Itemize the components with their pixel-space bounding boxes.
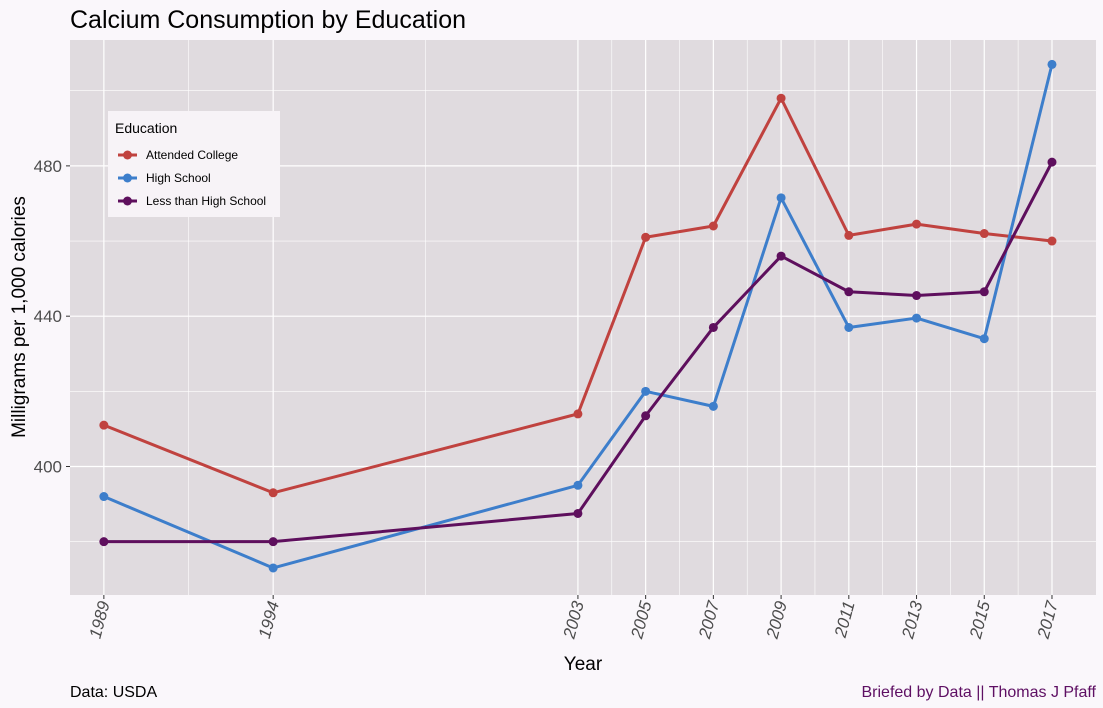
- data-point: [99, 537, 109, 547]
- data-point: [268, 563, 278, 573]
- data-point: [979, 334, 989, 344]
- data-point: [979, 229, 989, 239]
- y-tick-label: 440: [34, 307, 62, 326]
- y-axis: 400 440 480: [34, 157, 70, 476]
- y-tick-label: 400: [34, 457, 62, 476]
- data-point: [912, 313, 922, 323]
- x-axis: 1989 1994 2003 2005 2007 2009 2011 2013 2015 2017: [86, 595, 1062, 642]
- data-source: Data: USDA: [70, 684, 157, 701]
- series-line-0: [103, 96, 1053, 495]
- x-tick-label: 2011: [831, 599, 859, 640]
- legend-label: High School: [146, 171, 211, 185]
- legend: Education Attended College High School Les…: [108, 111, 280, 217]
- x-axis-title: Year: [564, 654, 603, 675]
- y-axis-title: Milligrams per 1,000 calories: [9, 196, 30, 438]
- legend-title: Education: [115, 120, 177, 136]
- x-tick-label: 2003: [559, 599, 588, 642]
- legend-key-point: [123, 150, 132, 160]
- data-point: [844, 230, 854, 240]
- legend-box: [108, 111, 280, 217]
- x-tick-label: 2013: [898, 599, 927, 642]
- x-tick-label: 1989: [86, 599, 114, 641]
- data-point: [776, 193, 786, 203]
- data-point: [912, 291, 922, 301]
- data-point: [776, 93, 786, 103]
- y-tick-label: 480: [34, 157, 62, 176]
- x-tick-label: 2017: [1033, 599, 1062, 642]
- data-point: [979, 287, 989, 297]
- data-point: [1047, 236, 1057, 246]
- x-tick-label: 1994: [255, 599, 283, 640]
- data-point: [268, 488, 278, 498]
- x-tick-label: 2007: [695, 599, 724, 642]
- series-lines: [103, 64, 1054, 570]
- legend-items: Attended College High School Less than Hig…: [118, 148, 266, 208]
- data-point: [573, 508, 583, 518]
- data-point: [573, 409, 583, 419]
- x-tick-label: 2009: [763, 599, 792, 642]
- data-point: [99, 420, 109, 430]
- legend-key-point: [123, 196, 132, 206]
- data-point: [708, 322, 718, 332]
- data-point: [573, 480, 583, 490]
- legend-key-point: [123, 173, 132, 183]
- data-point: [268, 537, 278, 547]
- legend-label: Attended College: [146, 148, 238, 162]
- chart-title: Calcium Consumption by Education: [70, 6, 466, 34]
- x-tick-label: 2005: [627, 599, 656, 642]
- data-point: [912, 219, 922, 229]
- data-point: [641, 232, 651, 242]
- data-point: [641, 386, 651, 396]
- x-tick-label: 2015: [966, 599, 995, 642]
- legend-label: Less than High School: [146, 194, 266, 208]
- data-point: [776, 251, 786, 261]
- credit-line: Briefed by Data || Thomas J Pfaff: [862, 684, 1097, 701]
- data-point: [1047, 59, 1057, 69]
- series-line-2: [103, 161, 1054, 544]
- grid-lines: [70, 40, 1096, 595]
- data-point: [844, 322, 854, 332]
- data-point: [641, 411, 651, 421]
- data-point: [99, 492, 109, 502]
- data-point: [708, 221, 718, 231]
- data-point: [708, 401, 718, 411]
- series-points: [99, 59, 1057, 573]
- data-point: [844, 287, 854, 297]
- data-point: [1047, 157, 1057, 167]
